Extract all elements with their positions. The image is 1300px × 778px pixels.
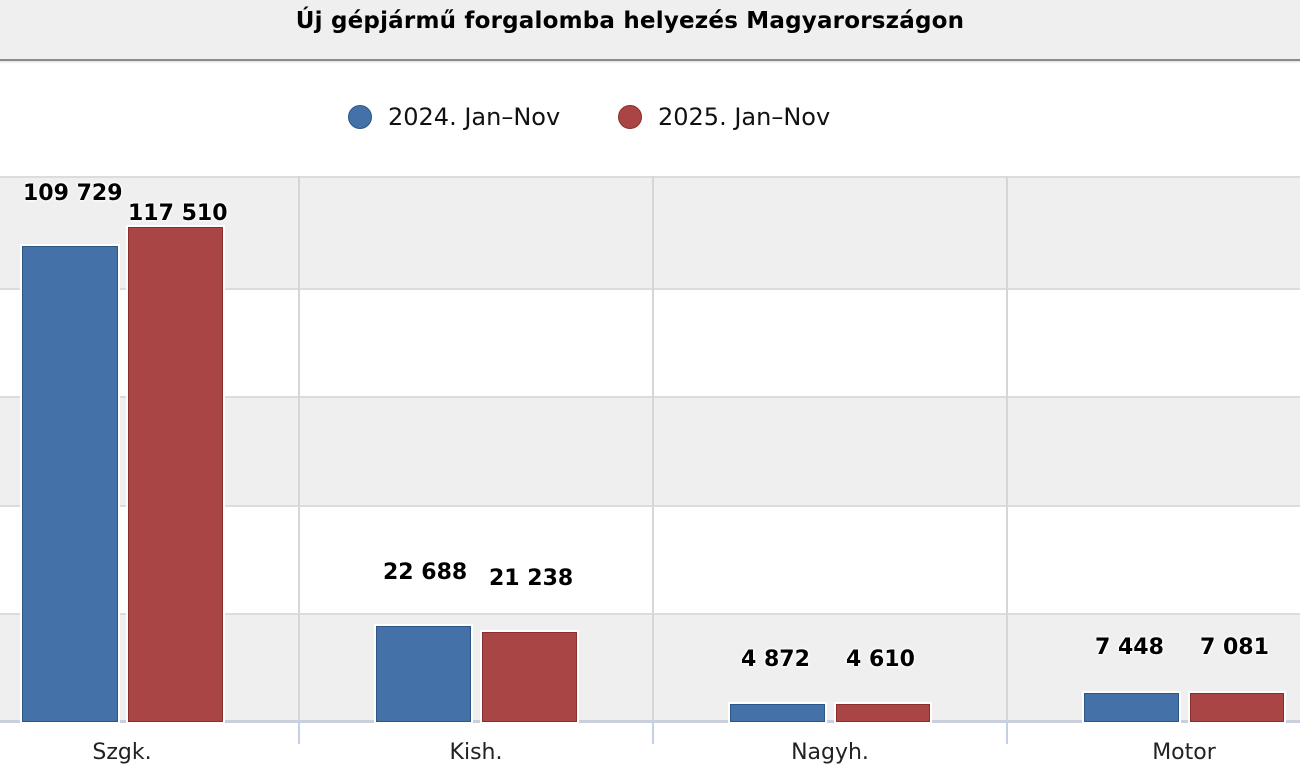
bar-szgk-2024[interactable] bbox=[20, 244, 120, 724]
data-label: 7 081 bbox=[1200, 635, 1269, 660]
bar-motor-2024[interactable] bbox=[1082, 691, 1181, 724]
data-label: 22 688 bbox=[383, 560, 468, 585]
bar-szgk-2025[interactable] bbox=[126, 225, 225, 724]
legend-item-2024[interactable]: 2024. Jan–Nov bbox=[348, 100, 560, 134]
data-label: 4 872 bbox=[741, 647, 810, 672]
grid-line-vertical bbox=[298, 176, 300, 722]
bar-kish-2024[interactable] bbox=[374, 624, 473, 724]
x-axis-label-kish: Kish. bbox=[449, 740, 503, 765]
legend-circle-icon bbox=[348, 105, 372, 129]
data-label: 4 610 bbox=[846, 647, 915, 672]
x-axis-tick bbox=[1006, 722, 1008, 744]
x-axis-tick bbox=[298, 722, 300, 744]
x-axis-label-nagyh: Nagyh. bbox=[791, 740, 869, 765]
bar-nagyh-2025[interactable] bbox=[834, 702, 932, 724]
bar-nagyh-2024[interactable] bbox=[728, 702, 827, 724]
legend: 2024. Jan–Nov 2025. Jan–Nov bbox=[0, 100, 1300, 134]
x-axis-line bbox=[0, 720, 1300, 723]
x-axis-label-szgk: Szgk. bbox=[92, 740, 152, 765]
legend-label: 2025. Jan–Nov bbox=[658, 103, 831, 131]
grid-line-vertical bbox=[652, 176, 654, 722]
grid-line-vertical bbox=[1006, 176, 1008, 722]
data-label: 109 729 bbox=[23, 181, 123, 206]
chart-title-bar: Új gépjármű forgalomba helyezés Magyaror… bbox=[0, 0, 1300, 61]
legend-item-2025[interactable]: 2025. Jan–Nov bbox=[618, 100, 830, 134]
x-axis-tick bbox=[652, 722, 654, 744]
data-label: 7 448 bbox=[1095, 635, 1164, 660]
data-label: 117 510 bbox=[128, 201, 228, 226]
bar-motor-2025[interactable] bbox=[1188, 691, 1286, 724]
legend-label: 2024. Jan–Nov bbox=[388, 103, 561, 131]
data-label: 21 238 bbox=[489, 566, 574, 591]
legend-circle-icon bbox=[618, 105, 642, 129]
x-axis-label-motor: Motor bbox=[1152, 740, 1216, 765]
chart-title: Új gépjármű forgalomba helyezés Magyaror… bbox=[295, 8, 965, 34]
bar-kish-2025[interactable] bbox=[480, 630, 579, 724]
